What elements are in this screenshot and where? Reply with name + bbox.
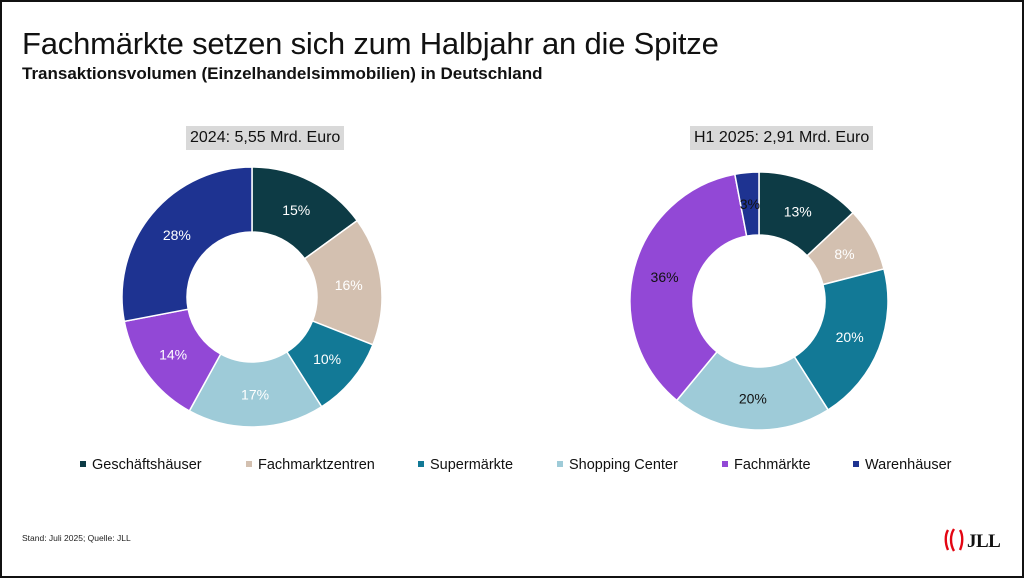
legend-label: Fachmärkte: [734, 457, 811, 473]
page-title: Fachmärkte setzen sich zum Halbjahr an d…: [22, 26, 719, 61]
donut-slice: [675, 350, 830, 431]
legend-item: Geschäftshäuser: [80, 454, 202, 476]
chart-legend: Geschäftshäuser Fachmarktzentren Supermä…: [2, 454, 1022, 476]
chart-1-title: 2024: 5,55 Mrd. Euro: [186, 126, 345, 150]
legend-label: Supermärkte: [430, 457, 514, 473]
donut-slice-label: 8%: [834, 246, 854, 262]
donut-slice: [629, 173, 748, 402]
donut-slice-label: 13%: [784, 204, 812, 220]
donut-slice-label: 28%: [163, 227, 191, 243]
donut-slice-label: 36%: [651, 269, 679, 285]
legend-item: Shopping Center: [557, 454, 678, 476]
legend-swatch: [418, 461, 424, 468]
donut-slice: [733, 171, 760, 238]
legend-label: Geschäftshäuser: [92, 457, 202, 473]
legend-label: Shopping Center: [569, 457, 678, 473]
donut-slice: [793, 268, 889, 411]
donut-slice-label: 17%: [241, 386, 269, 402]
legend-swatch: [853, 461, 859, 468]
donut-charts: 15% 16% 10% 17% 14% 28% 13% 8% 20% 20% 36% 3%: [121, 166, 889, 431]
logo-text: JLL: [967, 531, 1001, 552]
chart-2-title: H1 2025: 2,91 Mrd. Euro: [690, 126, 874, 150]
donut-slice-label: 10%: [313, 351, 341, 367]
legend-swatch: [80, 461, 86, 468]
legend-label: Fachmarktzentren: [258, 457, 375, 473]
footnote-source: Stand: Juli 2025; Quelle: JLL: [22, 533, 131, 543]
legend-label: Warenhäuser: [865, 457, 952, 473]
donut-slice-label: 3%: [740, 196, 760, 212]
donut-slice-label: 20%: [739, 390, 767, 406]
donut-slice-label: 14%: [159, 346, 187, 362]
donut-slice-label: 16%: [335, 277, 363, 293]
donut-slice: [121, 166, 253, 323]
legend-swatch: [557, 461, 563, 468]
legend-item: Supermärkte: [418, 454, 513, 476]
legend-swatch: [246, 461, 252, 468]
legend-item: Warenhäuser: [853, 454, 952, 476]
legend-item: Fachmarktzentren: [246, 454, 375, 476]
donut-slice-label: 15%: [282, 202, 310, 218]
page-subtitle: Transaktionsvolumen (Einzelhandelsimmobi…: [22, 64, 543, 83]
legend-swatch: [722, 461, 728, 468]
legend-item: Fachmärkte: [722, 454, 811, 476]
jll-flame-icon: [944, 528, 964, 552]
donut-slice-label: 20%: [836, 329, 864, 345]
